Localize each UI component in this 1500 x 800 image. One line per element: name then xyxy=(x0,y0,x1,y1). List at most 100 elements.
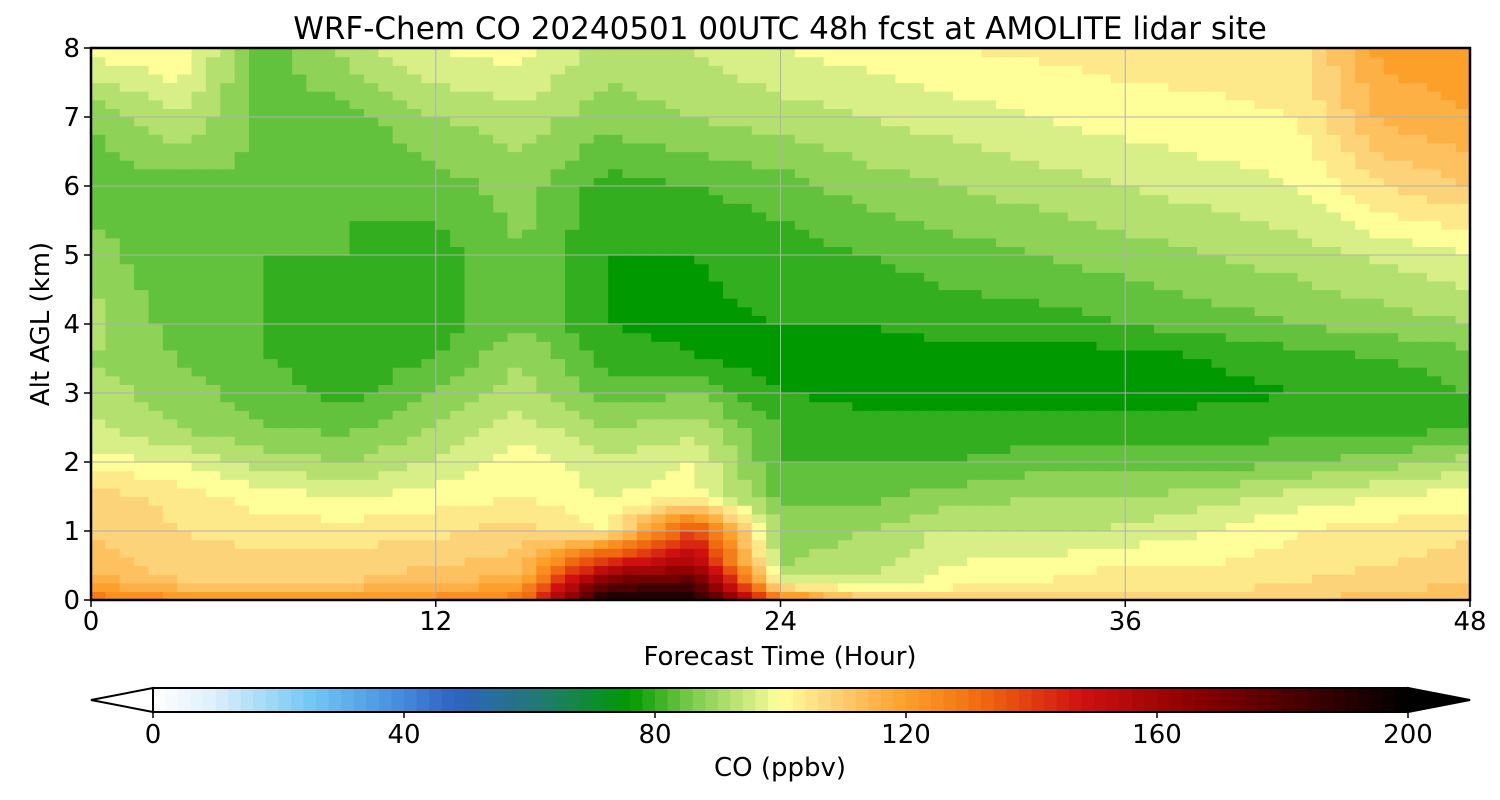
field-cell xyxy=(593,229,609,239)
field-cell xyxy=(794,548,810,558)
field-cell xyxy=(407,462,422,472)
field-cell xyxy=(1297,341,1313,351)
field-cell xyxy=(723,177,738,187)
field-cell xyxy=(1426,289,1442,299)
field-cell xyxy=(249,203,264,213)
field-cell xyxy=(737,272,753,282)
field-cell xyxy=(507,280,523,291)
field-cell xyxy=(205,393,221,403)
field-cell xyxy=(751,505,767,515)
field-cell xyxy=(1024,418,1040,429)
field-cell xyxy=(651,358,667,368)
field-cell xyxy=(1139,349,1155,360)
field-cell xyxy=(1355,565,1371,575)
field-cell xyxy=(1369,470,1385,480)
field-cell xyxy=(1254,246,1270,256)
field-cell xyxy=(306,522,322,532)
field-cell xyxy=(1096,289,1112,299)
field-cell xyxy=(335,531,351,541)
field-cell xyxy=(536,565,552,575)
field-cell xyxy=(837,367,853,377)
field-cell xyxy=(938,177,954,187)
field-cell xyxy=(363,358,379,368)
field-cell xyxy=(550,462,566,472)
field-cell xyxy=(565,574,580,584)
field-cell xyxy=(435,582,451,592)
field-cell xyxy=(1283,539,1299,549)
field-cell xyxy=(694,556,710,567)
field-cell xyxy=(363,539,379,549)
field-cell xyxy=(751,548,767,558)
field-cell xyxy=(780,194,796,204)
field-cell xyxy=(665,298,681,308)
field-cell xyxy=(119,315,135,325)
field-cell xyxy=(249,298,264,308)
field-cell xyxy=(751,436,767,446)
field-cell xyxy=(1225,496,1241,506)
field-cell xyxy=(593,556,609,567)
field-cell xyxy=(679,479,695,489)
field-cell xyxy=(105,505,121,515)
field-cell xyxy=(521,186,537,196)
field-cell xyxy=(1340,375,1356,385)
field-cell xyxy=(91,418,106,429)
field-cell xyxy=(1426,496,1442,506)
field-cell xyxy=(852,255,868,265)
field-cell xyxy=(809,487,825,498)
field-cell xyxy=(1441,574,1457,584)
field-cell xyxy=(579,194,595,204)
field-cell xyxy=(277,462,293,472)
field-cell xyxy=(766,151,782,161)
field-cell xyxy=(1455,427,1471,437)
field-cell xyxy=(320,160,336,170)
field-cell xyxy=(205,203,221,213)
field-cell xyxy=(1168,341,1184,351)
field-cell xyxy=(349,462,365,472)
field-cell xyxy=(1024,349,1040,360)
field-cell xyxy=(220,418,236,429)
field-cell xyxy=(1067,280,1083,291)
field-cell xyxy=(967,324,983,334)
field-cell xyxy=(1283,246,1299,256)
field-cell xyxy=(464,462,480,472)
field-cell xyxy=(421,194,437,204)
field-cell xyxy=(751,574,767,584)
field-cell xyxy=(91,349,106,360)
field-cell xyxy=(708,462,724,472)
field-cell xyxy=(1010,418,1026,429)
field-cell xyxy=(1455,272,1471,282)
field-cell xyxy=(622,393,638,403)
field-cell xyxy=(1168,246,1184,256)
field-cell xyxy=(1211,375,1227,385)
field-cell xyxy=(1383,324,1399,334)
field-cell xyxy=(1340,324,1356,334)
field-cell xyxy=(1010,194,1026,204)
field-cell xyxy=(1355,237,1371,247)
field-cell xyxy=(809,591,825,601)
field-cell xyxy=(536,582,552,592)
field-cell xyxy=(392,186,408,196)
field-cell xyxy=(1110,401,1126,411)
field-cell xyxy=(1139,289,1155,299)
field-cell xyxy=(909,211,925,222)
field-cell xyxy=(593,410,609,420)
field-cell xyxy=(1039,556,1055,567)
field-cell xyxy=(493,418,509,429)
field-cell xyxy=(363,324,379,334)
field-cell xyxy=(895,160,911,170)
field-cell xyxy=(320,591,336,601)
field-cell xyxy=(493,444,509,454)
field-cell xyxy=(450,418,466,429)
field-cell xyxy=(823,289,839,299)
field-cell xyxy=(895,280,911,291)
field-cell xyxy=(665,496,681,506)
field-cell xyxy=(335,436,351,446)
field-cell xyxy=(435,427,451,437)
field-cell xyxy=(895,229,911,239)
field-cell xyxy=(1024,539,1040,549)
field-cell xyxy=(263,186,279,196)
field-cell xyxy=(608,401,624,411)
field-cell xyxy=(536,574,552,584)
field-cell xyxy=(1139,470,1155,480)
field-cell xyxy=(766,487,782,498)
